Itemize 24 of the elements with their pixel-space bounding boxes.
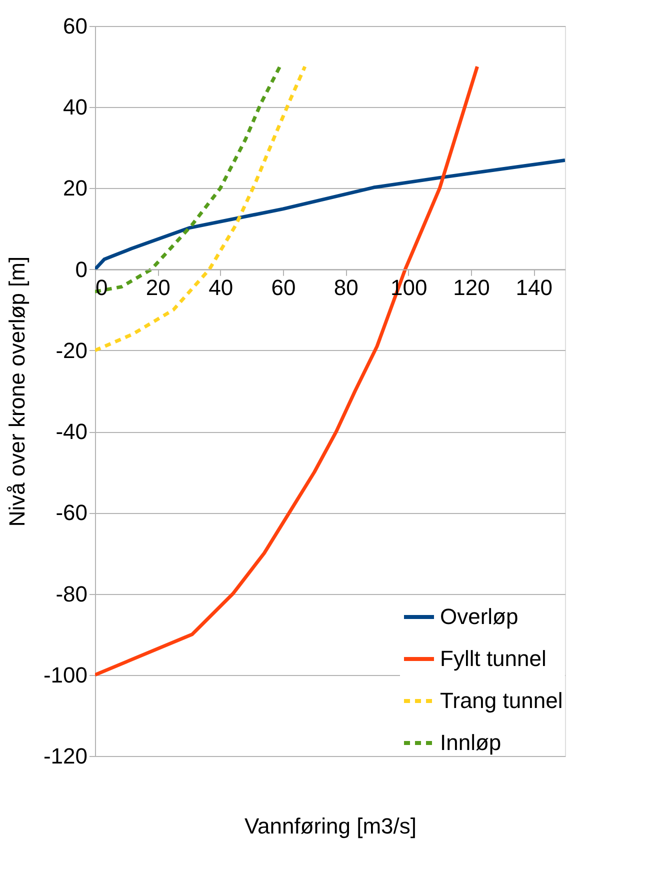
x-tick-label: 40 [208,274,234,300]
x-tick-label: 20 [146,274,170,300]
legend-label: Trang tunnel [440,688,563,713]
legend-label: Fyllt tunnel [440,646,546,671]
line-series [95,64,307,352]
y-tick-label: -40 [56,419,88,444]
y-tick-label: -60 [56,500,88,526]
legend-label: Innløp [440,730,502,755]
x-axis-title: Vannføring [m3/s] [244,814,416,838]
y-axis-title: Nivå over krone overløp [m] [4,256,30,527]
x-tick-label: 0 [96,274,108,300]
x-tick-label: 60 [271,274,296,300]
x-tick-label: 120 [453,274,490,300]
y-tick-label: 20 [63,176,88,201]
legend-label: Overløp [440,604,518,629]
y-tick-label: 0 [75,256,88,282]
y-tick-label: -80 [56,581,88,606]
y-tick-label: -120 [43,744,88,768]
x-tick-label: 140 [516,274,553,300]
y-tick-label: -100 [43,662,88,688]
y-tick-label: 60 [63,14,88,38]
x-tick-label: 80 [334,274,358,300]
y-tick-label: -20 [56,338,88,363]
y-tick-label: 40 [63,94,88,120]
